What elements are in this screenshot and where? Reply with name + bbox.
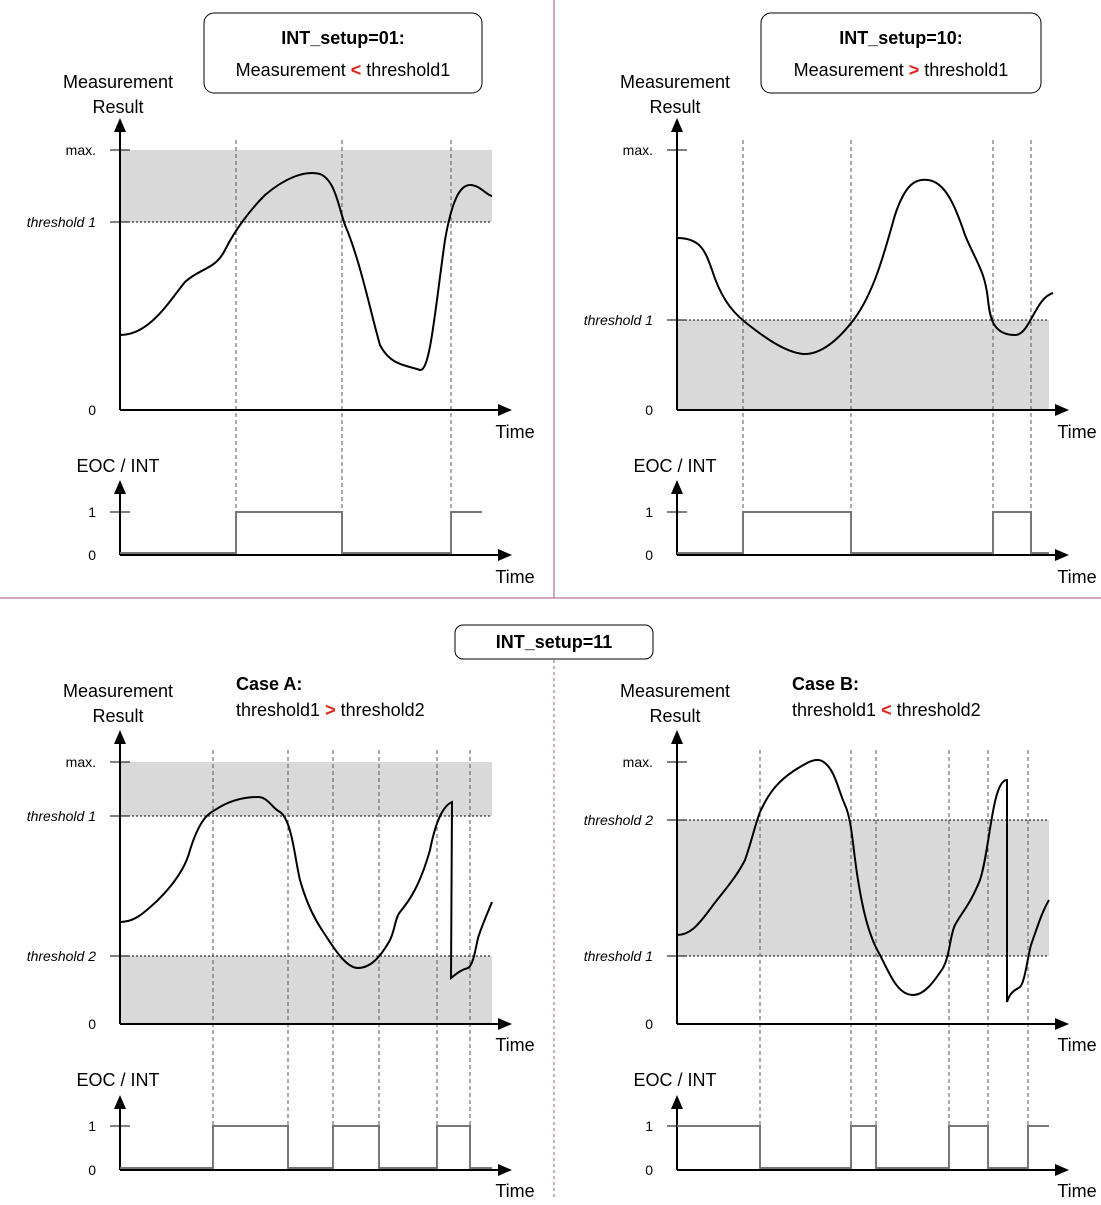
tick-label-zero: 0 xyxy=(88,402,96,418)
signal-x-axis-arrow xyxy=(498,549,512,561)
tick-label-zero: 0 xyxy=(645,402,653,418)
signal-axis-label: EOC / INT xyxy=(76,456,159,476)
signal-tick-label-one: 1 xyxy=(645,504,653,520)
threshold-band xyxy=(120,150,492,222)
signal-tick-label-zero: 0 xyxy=(88,1162,96,1178)
panel-case-b: Case B: threshold1 < threshold2 Measurem… xyxy=(584,674,1097,1201)
measurement-curve xyxy=(676,758,1050,1003)
signal-x-axis-label: Time xyxy=(1057,1181,1096,1200)
tick-label-threshold2: threshold 2 xyxy=(27,948,96,964)
y-axis-arrow xyxy=(671,118,683,132)
signal-tick-label-zero: 0 xyxy=(645,1162,653,1178)
signal-axis-label: EOC / INT xyxy=(633,456,716,476)
panel-case-a: Case A: threshold1 > threshold2 Measurem… xyxy=(27,674,535,1201)
y-axis-label-line1: Measurement xyxy=(63,72,173,92)
x-axis-label: Time xyxy=(1057,1035,1096,1055)
signal-tick-label-zero: 0 xyxy=(645,547,653,563)
measurement-curve xyxy=(676,178,1054,356)
signal-x-axis-label: Time xyxy=(1057,567,1096,587)
panel-int-setup-10: INT_setup=10: Measurement > threshold1 M… xyxy=(584,12,1097,587)
tick-label-threshold1: threshold 1 xyxy=(584,312,653,328)
signal-tick-label-one: 1 xyxy=(88,1118,96,1134)
y-axis-arrow xyxy=(114,730,126,744)
threshold-band-lower xyxy=(120,956,492,1024)
tick-label-threshold1: threshold 1 xyxy=(584,948,653,964)
y-axis-label-line2: Result xyxy=(92,97,143,117)
operator-greater-than: > xyxy=(909,60,920,80)
header-10-title: INT_setup=10: xyxy=(839,28,963,48)
header-11-title: INT_setup=11 xyxy=(496,632,613,652)
signal-x-axis-label: Time xyxy=(495,567,534,587)
y-axis-label-line2: Result xyxy=(92,706,143,726)
header-box-10 xyxy=(760,12,1042,94)
x-axis-arrow xyxy=(498,1018,512,1030)
signal-x-axis-label: Time xyxy=(495,1181,534,1200)
signal-tick-label-one: 1 xyxy=(88,504,96,520)
x-axis-arrow xyxy=(1055,404,1069,416)
eoc-int-signal xyxy=(677,1125,1049,1169)
tick-label-zero: 0 xyxy=(645,1016,653,1032)
y-axis-label-line1: Measurement xyxy=(63,681,173,701)
x-axis-label: Time xyxy=(495,1035,534,1055)
header-box-11 xyxy=(454,624,654,660)
threshold-band xyxy=(677,820,1049,956)
header-10-condition: Measurement > threshold1 xyxy=(794,60,1009,80)
tick-label-max: max. xyxy=(66,754,96,770)
case-a-title: Case A: xyxy=(236,674,302,694)
y-axis-label-line1: Measurement xyxy=(620,681,730,701)
signal-axis-label: EOC / INT xyxy=(633,1070,716,1090)
tick-label-threshold1: threshold 1 xyxy=(27,808,96,824)
threshold-band xyxy=(677,320,1049,410)
x-axis-arrow xyxy=(1055,1018,1069,1030)
x-axis-arrow xyxy=(498,404,512,416)
signal-y-axis-arrow xyxy=(114,1095,126,1109)
y-axis-arrow xyxy=(671,730,683,744)
operator-less-than: < xyxy=(351,60,362,80)
y-axis-label-line2: Result xyxy=(649,706,700,726)
panel-int-setup-01: INT_setup=01: Measurement < threshold1 M… xyxy=(27,12,535,587)
signal-x-axis-arrow xyxy=(1055,1164,1069,1176)
threshold-band-upper xyxy=(120,762,492,816)
eoc-int-signal xyxy=(120,1125,492,1169)
tick-label-threshold1: threshold 1 xyxy=(27,214,96,230)
header-box-01 xyxy=(203,12,483,94)
y-axis-label-line1: Measurement xyxy=(620,72,730,92)
eoc-int-signal xyxy=(677,511,1049,554)
operator-greater-than: > xyxy=(325,700,336,720)
measurement-curve xyxy=(119,172,493,371)
tick-label-zero: 0 xyxy=(88,1016,96,1032)
signal-axis-label: EOC / INT xyxy=(76,1070,159,1090)
y-axis-label-line2: Result xyxy=(649,97,700,117)
operator-less-than: < xyxy=(881,700,892,720)
case-b-title: Case B: xyxy=(792,674,859,694)
header-01-condition: Measurement < threshold1 xyxy=(236,60,451,80)
signal-y-axis-arrow xyxy=(671,1095,683,1109)
signal-x-axis-arrow xyxy=(1055,549,1069,561)
signal-tick-label-one: 1 xyxy=(645,1118,653,1134)
eoc-int-signal xyxy=(120,511,482,554)
case-b-condition: threshold1 < threshold2 xyxy=(792,700,981,720)
x-axis-label: Time xyxy=(1057,422,1096,442)
measurement-curve xyxy=(119,795,493,981)
tick-label-max: max. xyxy=(623,142,653,158)
tick-label-max: max. xyxy=(623,754,653,770)
case-a-condition: threshold1 > threshold2 xyxy=(236,700,425,720)
signal-y-axis-arrow xyxy=(671,480,683,494)
signal-x-axis-arrow xyxy=(498,1164,512,1176)
header-01-title: INT_setup=01: xyxy=(281,28,405,48)
y-axis-arrow xyxy=(114,118,126,132)
signal-tick-label-zero: 0 xyxy=(88,547,96,563)
tick-label-max: max. xyxy=(66,142,96,158)
x-axis-label: Time xyxy=(495,422,534,442)
signal-y-axis-arrow xyxy=(114,480,126,494)
tick-label-threshold2: threshold 2 xyxy=(584,812,653,828)
